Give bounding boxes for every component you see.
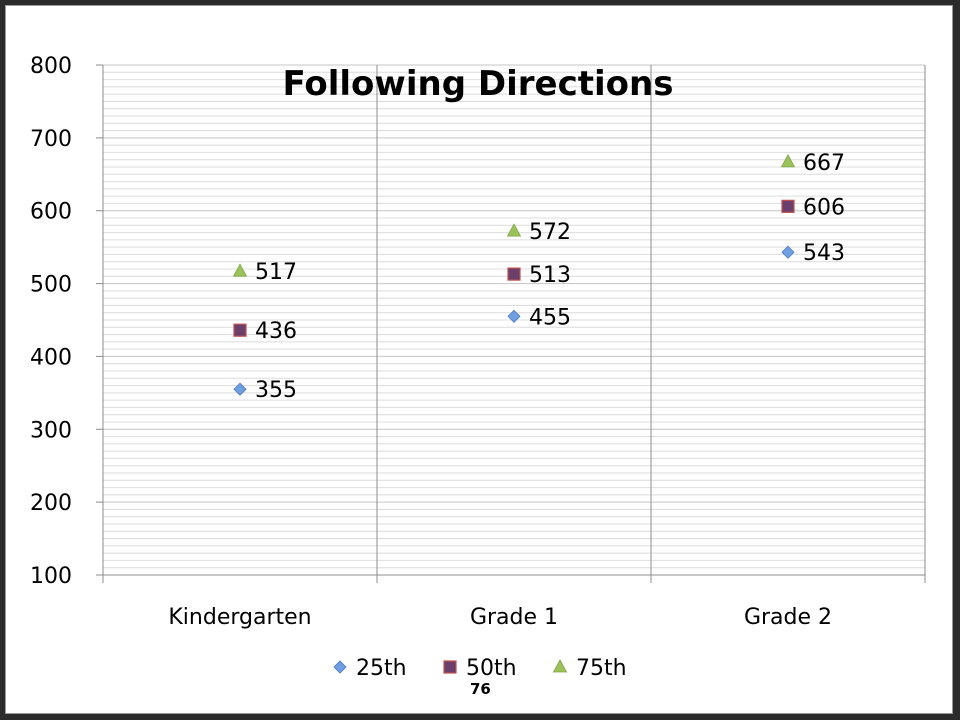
legend-marker-25th bbox=[333, 660, 347, 674]
data-point-50th bbox=[507, 267, 521, 281]
data-label: 513 bbox=[529, 263, 571, 288]
data-label: 606 bbox=[803, 195, 845, 220]
y-tick-label: 200 bbox=[30, 491, 72, 516]
page-number: 76 bbox=[470, 680, 491, 698]
data-label: 455 bbox=[529, 305, 571, 330]
data-label: 436 bbox=[255, 319, 297, 344]
legend-label: 75th bbox=[576, 656, 627, 681]
data-label: 355 bbox=[255, 378, 297, 403]
y-tick-label: 400 bbox=[30, 345, 72, 370]
y-tick-label: 800 bbox=[30, 54, 72, 79]
data-point-25th bbox=[233, 382, 247, 396]
x-tick-label: Grade 2 bbox=[744, 605, 832, 630]
legend-label: 50th bbox=[466, 656, 517, 681]
data-label: 517 bbox=[255, 260, 297, 285]
data-point-75th bbox=[506, 223, 522, 237]
data-point-75th bbox=[780, 154, 796, 168]
data-label: 667 bbox=[803, 151, 845, 176]
data-point-50th bbox=[233, 323, 247, 337]
y-tick-label: 700 bbox=[30, 127, 72, 152]
y-tick-label: 600 bbox=[30, 200, 72, 225]
x-tick-label: Grade 1 bbox=[470, 605, 558, 630]
x-tick-label: Kindergarten bbox=[168, 605, 311, 630]
data-point-25th bbox=[781, 245, 795, 259]
legend-marker-75th bbox=[552, 659, 568, 673]
data-label: 543 bbox=[803, 241, 845, 266]
y-tick-label: 100 bbox=[30, 564, 72, 589]
y-tick-label: 500 bbox=[30, 273, 72, 298]
data-point-25th bbox=[507, 309, 521, 323]
y-tick-label: 300 bbox=[30, 418, 72, 443]
data-point-50th bbox=[781, 199, 795, 213]
data-point-75th bbox=[232, 263, 248, 277]
legend-marker-50th bbox=[443, 660, 457, 674]
legend-label: 25th bbox=[356, 656, 407, 681]
data-label: 572 bbox=[529, 220, 571, 245]
chart-title: Following Directions bbox=[283, 64, 674, 104]
